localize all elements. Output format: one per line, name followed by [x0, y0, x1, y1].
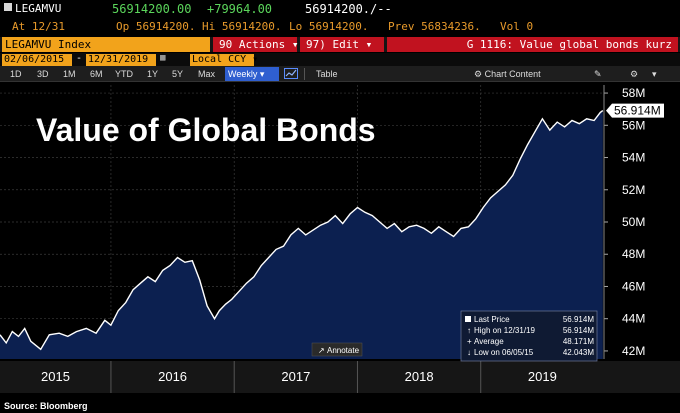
legend-low-value: 42.043M	[563, 348, 594, 357]
y-tick-label: 56M	[622, 118, 645, 132]
legend: Last Price 56.914M ↑ High on 12/31/19 56…	[460, 310, 598, 362]
legend-low-label: Low on 06/05/15	[474, 348, 534, 357]
function-bar: LEGAMVU Index 90 Actions ▾ 97) Edit ▾ G …	[0, 37, 680, 52]
period-max[interactable]: Max	[198, 69, 216, 79]
chart-title: Value of Global Bonds	[36, 112, 376, 148]
security-field[interactable]: LEGAMVU Index	[2, 37, 210, 52]
x-tick-label: 2019	[528, 369, 557, 384]
series-line	[0, 110, 604, 351]
y-tick-label: 50M	[622, 215, 645, 229]
gear-icon[interactable]: ⚙	[630, 69, 639, 79]
last-price-tag-label: 56.914M	[614, 104, 661, 118]
price-change: +79964.00	[207, 2, 273, 16]
calendar-icon[interactable]: ▦	[160, 53, 166, 63]
y-tick-label: 46M	[622, 279, 645, 293]
chevron-down-icon: ▾	[365, 38, 373, 51]
area-fill	[0, 110, 603, 359]
y-tick-label: 44M	[622, 312, 645, 326]
high-price: Hi 56914200.	[202, 20, 282, 33]
legend-down-icon: ↓	[467, 348, 471, 357]
area-series	[0, 110, 604, 359]
x-tick-label: 2015	[41, 369, 70, 384]
last-price: 56914200.00	[112, 2, 192, 16]
last-price-tag: 56.914M	[606, 103, 664, 118]
date-separator: -	[76, 53, 83, 64]
period-5y[interactable]: 5Y	[172, 69, 184, 79]
annotate-button[interactable]: ↗ Annotate	[311, 342, 363, 357]
actions-menu[interactable]: 90 Actions ▾	[213, 37, 299, 52]
x-axis: 2015 2016 2017 2018 2019	[0, 361, 680, 393]
period-1m[interactable]: 1M	[63, 69, 76, 79]
legend-swatch	[465, 316, 471, 322]
y-axis: 42M 44M 46M 48M 50M 52M 54M 56M 58M	[603, 85, 645, 359]
period-3d[interactable]: 3D	[37, 69, 49, 79]
edit-pencil-icon[interactable]: ✎	[594, 69, 602, 79]
legend-last-value: 56.914M	[563, 315, 594, 324]
table-button[interactable]: Table	[316, 69, 338, 79]
start-date-input[interactable]: 02/06/2015	[2, 54, 72, 66]
period-bar: 1D 3D 1M 6M YTD 1Y 5Y Max Weekly ▾ Table…	[0, 66, 680, 82]
quote-row-1: LEGAMVU 56914200.00 +79964.00 56914200./…	[0, 2, 680, 17]
pencil-icon: ↗	[318, 346, 325, 355]
period-1y[interactable]: 1Y	[147, 69, 159, 79]
y-tick-label: 48M	[622, 247, 645, 261]
legend-high-label: High on 12/31/19	[474, 326, 535, 335]
prev-price: Prev 56834236.	[388, 20, 481, 33]
quote-time: At 12/31	[12, 20, 65, 33]
price-chart[interactable]: 42M 44M 46M 48M 50M 52M 54M 56M 58M 2015 2016 2017…	[0, 83, 680, 413]
divider	[304, 68, 305, 80]
open-price: Op 56914200.	[116, 20, 196, 33]
bid-ask: 56914200./--	[305, 2, 392, 16]
x-tick-label: 2016	[158, 369, 187, 384]
y-tick-label: 58M	[622, 86, 645, 100]
chevron-down-icon: ▾	[259, 69, 265, 79]
edit-menu[interactable]: 97) Edit ▾	[300, 37, 384, 52]
legend-last-label: Last Price	[474, 315, 510, 324]
volume: Vol 0	[500, 20, 534, 33]
chevron-down-icon: ▾	[252, 54, 259, 65]
y-tick-label: 54M	[622, 151, 645, 165]
currency-select[interactable]: Local CCY ▾	[190, 54, 259, 66]
square-icon	[4, 3, 12, 11]
quote-row-2: At 12/31 Op 56914200. Hi 56914200. Lo 56…	[0, 20, 680, 35]
ticker[interactable]: LEGAMVU	[4, 2, 61, 15]
period-1d[interactable]: 1D	[10, 69, 22, 79]
annotate-label: Annotate	[327, 346, 360, 355]
low-price: Lo 56914200.	[289, 20, 369, 33]
x-tick-label: 2018	[405, 369, 434, 384]
legend-up-icon: ↑	[467, 326, 471, 335]
period-ytd[interactable]: YTD	[115, 69, 133, 79]
legend-avg-label: Average	[474, 337, 504, 346]
settings-icon: ⚙	[474, 69, 483, 79]
x-axis-band	[0, 361, 680, 393]
legend-high-value: 56.914M	[563, 326, 594, 335]
legend-plus-icon: +	[467, 337, 472, 346]
date-range-bar: 02/06/2015 - 12/31/2019 ▦ Local CCY ▾	[0, 53, 680, 66]
frequency-select[interactable]: Weekly ▾	[225, 67, 279, 81]
chart-content-button[interactable]: ⚙ Chart Content	[474, 69, 541, 79]
chart-title-bar: G 1116: Value global bonds kurz	[387, 37, 678, 52]
end-date-input[interactable]: 12/31/2019	[86, 54, 156, 66]
period-6m[interactable]: 6M	[90, 69, 103, 79]
legend-avg-value: 48.171M	[563, 337, 594, 346]
y-tick-label: 42M	[622, 344, 645, 358]
x-tick-label: 2017	[281, 369, 310, 384]
chevron-down-icon[interactable]: ▾	[652, 69, 657, 79]
chevron-down-icon: ▾	[291, 38, 299, 51]
line-chart-icon[interactable]	[284, 68, 298, 79]
source-label: Source: Bloomberg	[4, 401, 88, 411]
y-tick-label: 52M	[622, 183, 645, 197]
